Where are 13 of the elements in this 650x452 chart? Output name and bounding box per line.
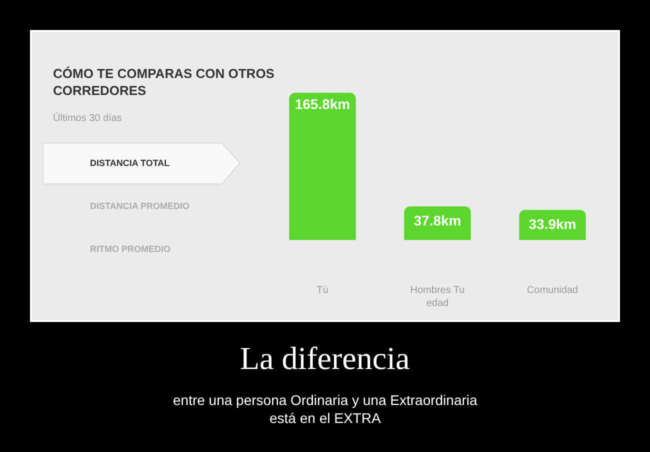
text: entre una persona Ordinaria y una Extraordinaria está en el EXTRA (173, 392, 478, 426)
data-label: 165.8km (294, 96, 350, 112)
text: La diferencia (240, 340, 410, 376)
text: DISTANCIA TOTAL (90, 158, 170, 168)
text: DISTANCIA PROMEDIO (90, 201, 190, 211)
x-tick-label: Hombres Tu edad (410, 285, 465, 309)
text: RITMO PROMEDIO (90, 244, 170, 254)
text: Últimos 30 días (53, 112, 122, 124)
data-label: 33.9km (528, 216, 576, 232)
chart-title: CÓMO TE COMPARAS CON OTROS CORREDORES (53, 66, 275, 98)
x-tick-label: Comunidad (526, 285, 578, 296)
data-label: 37.8km (414, 212, 462, 228)
x-tick-label: Tú (316, 285, 328, 296)
